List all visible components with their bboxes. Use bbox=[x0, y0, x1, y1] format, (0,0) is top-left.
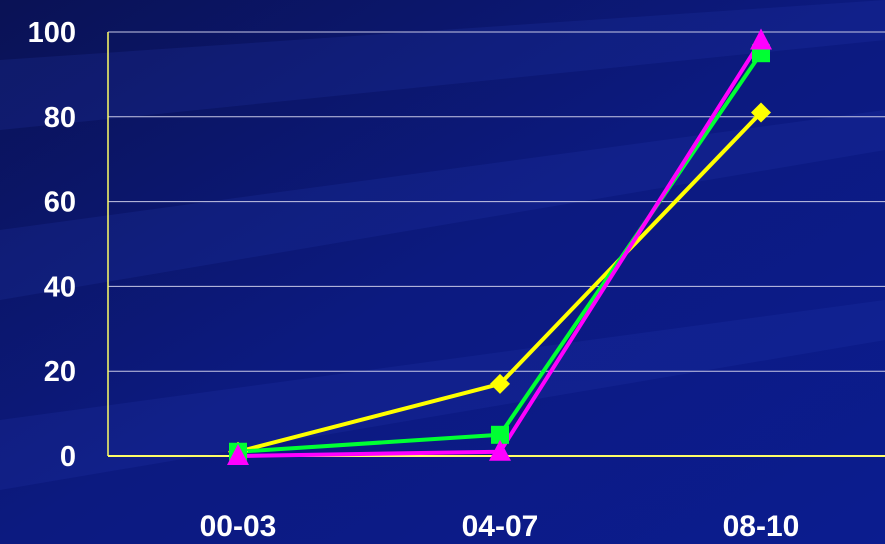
series-markers bbox=[227, 28, 772, 465]
y-tick-label: 100 bbox=[28, 17, 76, 49]
background-streak bbox=[0, 300, 885, 490]
y-tick-label: 20 bbox=[44, 356, 76, 388]
y-tick-label: 0 bbox=[60, 441, 76, 473]
y-tick-label: 60 bbox=[44, 187, 76, 219]
x-tick-label: 00-03 bbox=[200, 510, 277, 543]
background-streak bbox=[0, 110, 885, 300]
y-tick-label: 80 bbox=[44, 102, 76, 134]
y-tick-label: 40 bbox=[44, 271, 76, 303]
x-tick-label: 04-07 bbox=[462, 510, 539, 543]
data-point-diamond bbox=[751, 102, 771, 123]
data-point-triangle bbox=[489, 439, 511, 461]
data-point-triangle bbox=[750, 28, 772, 50]
data-point-triangle bbox=[227, 444, 249, 465]
data-point-square bbox=[491, 425, 509, 444]
x-tick-labels: 00-03 04-07 08-10 bbox=[200, 510, 800, 543]
data-point-diamond bbox=[490, 373, 510, 394]
y-tick-labels: 0 20 40 60 80 100 bbox=[28, 17, 76, 473]
x-tick-label: 08-10 bbox=[723, 510, 800, 543]
